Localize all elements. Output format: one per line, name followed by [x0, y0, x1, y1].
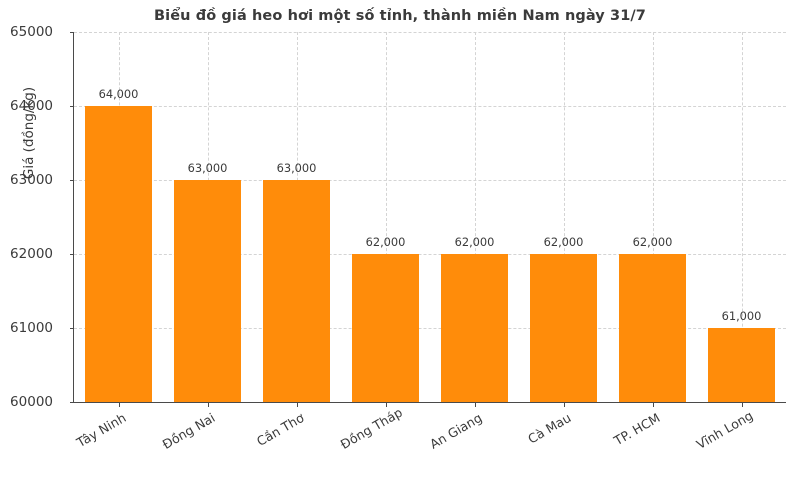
- x-tick-label: An Giang: [426, 410, 484, 452]
- bar[interactable]: [84, 106, 153, 402]
- bar-value-label: 62,000: [365, 235, 406, 249]
- gridline-vertical: [741, 32, 743, 402]
- x-tick-label: Cà Mau: [524, 410, 573, 447]
- gridline-horizontal: [74, 328, 786, 329]
- y-tick-label: 63000: [10, 172, 53, 188]
- y-tick-label: 64000: [10, 98, 53, 114]
- bar[interactable]: [173, 180, 242, 402]
- y-tick-label: 62000: [10, 246, 53, 262]
- bar-value-label: 62,000: [632, 235, 673, 249]
- bar-value-label: 61,000: [721, 309, 762, 323]
- x-tick-label: TP. HCM: [610, 410, 662, 449]
- x-tick-label: Cần Thơ: [253, 410, 306, 449]
- y-tick-label: 61000: [10, 320, 53, 336]
- bar-value-label: 62,000: [454, 235, 495, 249]
- y-tick-mark: [69, 180, 74, 181]
- x-tick-mark: [652, 402, 654, 407]
- bar-value-label: 64,000: [98, 87, 139, 101]
- x-tick-label: Tây Ninh: [73, 410, 128, 451]
- x-tick-mark: [474, 402, 476, 407]
- bar[interactable]: [262, 180, 331, 402]
- x-tick-mark: [563, 402, 565, 407]
- x-tick-mark: [207, 402, 209, 407]
- x-tick-label: Đồng Tháp: [337, 404, 405, 452]
- gridline-vertical: [474, 32, 476, 402]
- y-tick-mark: [69, 328, 74, 329]
- gridline-horizontal: [74, 254, 786, 255]
- chart-title: Biểu đồ giá heo hơi một số tỉnh, thành m…: [154, 8, 646, 24]
- bar[interactable]: [440, 254, 509, 402]
- x-tick-mark: [118, 402, 120, 407]
- y-tick-mark: [69, 254, 74, 255]
- gridline-horizontal: [74, 32, 786, 33]
- y-tick-mark: [69, 402, 74, 403]
- x-tick-mark: [296, 402, 298, 407]
- x-tick-label: Đồng Nai: [159, 409, 218, 452]
- bar[interactable]: [351, 254, 420, 402]
- y-tick-mark: [69, 106, 74, 107]
- x-tick-label: Vĩnh Long: [693, 407, 755, 452]
- bar[interactable]: [529, 254, 598, 402]
- bar-value-label: 62,000: [543, 235, 584, 249]
- x-tick-mark: [385, 402, 387, 407]
- x-tick-mark: [741, 402, 743, 407]
- y-tick-label: 60000: [10, 394, 53, 410]
- plot-area: 60000 61000 62000 63000 64000 65000 Tây Ninh Đ…: [10, 24, 786, 452]
- gridline-horizontal: [74, 180, 786, 181]
- y-tick-mark: [69, 32, 74, 33]
- bar[interactable]: [618, 254, 687, 402]
- gridline-vertical: [652, 32, 654, 402]
- bar-value-label: 63,000: [276, 161, 317, 175]
- gridline-vertical: [385, 32, 387, 402]
- bar[interactable]: [707, 328, 776, 402]
- y-tick-label: 65000: [10, 24, 53, 40]
- bar-value-label: 63,000: [187, 161, 228, 175]
- gridline-vertical: [563, 32, 565, 402]
- gridline-horizontal: [74, 106, 786, 107]
